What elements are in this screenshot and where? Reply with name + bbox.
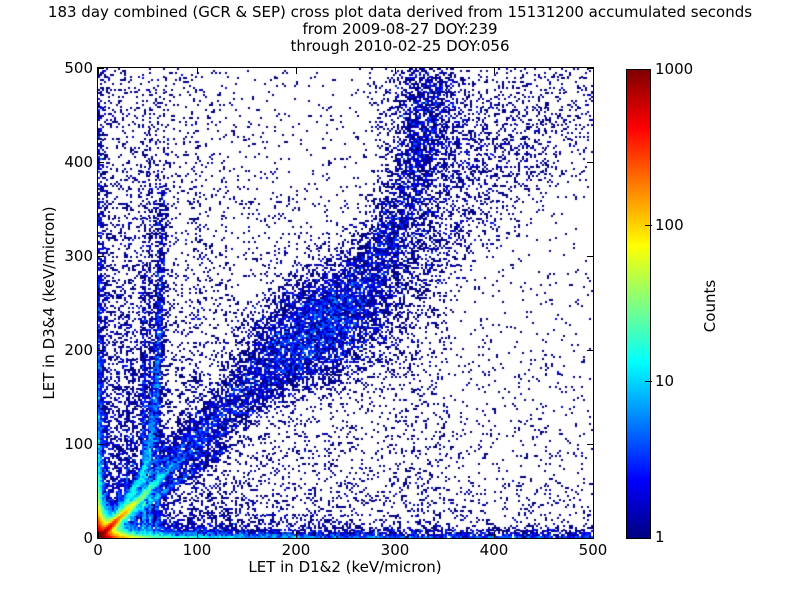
y-tick-mark-right xyxy=(587,162,593,163)
colorbar-tick-label: 1 xyxy=(655,528,665,546)
y-tick-mark-right xyxy=(587,68,593,69)
y-tick-label: 200 xyxy=(64,341,93,359)
colorbar-tick-label: 100 xyxy=(655,216,684,234)
chart-title-line2: from 2009-08-27 DOY:239 xyxy=(302,20,498,38)
y-tick-label: 100 xyxy=(64,435,93,453)
y-tick-mark xyxy=(98,256,104,257)
chart-title: 183 day combined (GCR & SEP) cross plot … xyxy=(0,4,800,55)
x-tick-mark xyxy=(296,532,297,538)
x-tick-mark-top xyxy=(197,68,198,74)
y-axis-label: LET in D3&4 (keV/micron) xyxy=(40,206,58,400)
colorbar-gradient xyxy=(627,70,650,538)
colorbar-tick-label: 10 xyxy=(655,372,675,390)
x-tick-mark-top xyxy=(98,68,99,74)
y-tick-mark-right xyxy=(587,538,593,539)
x-tick-label: 200 xyxy=(281,541,311,559)
y-tick-mark-right xyxy=(587,256,593,257)
y-tick-label: 0 xyxy=(83,529,93,547)
y-tick-label: 500 xyxy=(64,59,93,77)
x-tick-label: 400 xyxy=(479,541,509,559)
y-tick-label: 400 xyxy=(64,153,93,171)
y-tick-mark xyxy=(98,444,104,445)
y-tick-mark xyxy=(98,538,104,539)
colorbar-label: Counts xyxy=(701,279,719,333)
colorbar-tick-label: 1000 xyxy=(655,60,694,78)
x-tick-mark xyxy=(593,532,594,538)
colorbar-tick-mark xyxy=(645,225,652,226)
x-tick-mark xyxy=(98,532,99,538)
x-tick-label: 0 xyxy=(93,541,103,559)
x-tick-mark-top xyxy=(593,68,594,74)
y-tick-mark xyxy=(98,350,104,351)
scatter-heatmap-canvas xyxy=(98,68,593,538)
x-tick-mark-top xyxy=(395,68,396,74)
colorbar-tick-mark xyxy=(645,381,652,382)
x-tick-mark-top xyxy=(296,68,297,74)
y-tick-mark-right xyxy=(587,350,593,351)
x-tick-mark-top xyxy=(494,68,495,74)
x-tick-label: 300 xyxy=(380,541,410,559)
x-tick-mark xyxy=(494,532,495,538)
x-tick-label: 500 xyxy=(578,541,608,559)
y-tick-label: 300 xyxy=(64,247,93,265)
plot-area xyxy=(97,67,594,539)
x-tick-mark xyxy=(197,532,198,538)
x-tick-label: 100 xyxy=(182,541,212,559)
y-tick-mark xyxy=(98,162,104,163)
x-axis-label: LET in D1&2 (keV/micron) xyxy=(248,558,442,576)
colorbar xyxy=(626,69,651,539)
x-tick-mark xyxy=(395,532,396,538)
y-tick-mark xyxy=(98,68,104,69)
chart-title-line3: through 2010-02-25 DOY:056 xyxy=(290,37,510,55)
y-tick-mark-right xyxy=(587,444,593,445)
chart-title-line1: 183 day combined (GCR & SEP) cross plot … xyxy=(47,3,753,21)
